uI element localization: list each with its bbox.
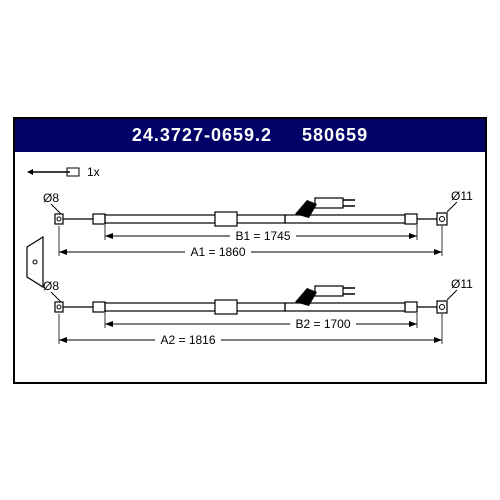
- cable-2: Ø8 Ø11: [43, 277, 473, 347]
- cable1-right-diam: Ø11: [451, 189, 473, 203]
- cable2-left-diam: Ø8: [43, 279, 59, 293]
- cable-1: Ø8: [43, 189, 473, 259]
- cable2-dim-a: A2 = 1816: [160, 333, 215, 347]
- cable1-dim-b: B1 = 1745: [235, 229, 290, 243]
- accessory-qty: 1x: [87, 165, 100, 179]
- diagram-frame: 24.3727-0659.2 580659 1x Ø8: [13, 117, 487, 384]
- part-number: 24.3727-0659.2: [132, 125, 272, 145]
- cable1-left-diam: Ø8: [43, 191, 59, 205]
- accessory-icon: [27, 168, 79, 176]
- left-bracket-icon: [27, 237, 43, 287]
- cable1-dim-a: A1 = 1860: [190, 245, 245, 259]
- cable2-dim-b: B2 = 1700: [295, 317, 350, 331]
- cable2-right-diam: Ø11: [451, 277, 473, 291]
- header-bar: 24.3727-0659.2 580659: [15, 119, 485, 152]
- part-code: 580659: [302, 125, 368, 145]
- technical-drawing: 1x Ø8: [15, 152, 485, 382]
